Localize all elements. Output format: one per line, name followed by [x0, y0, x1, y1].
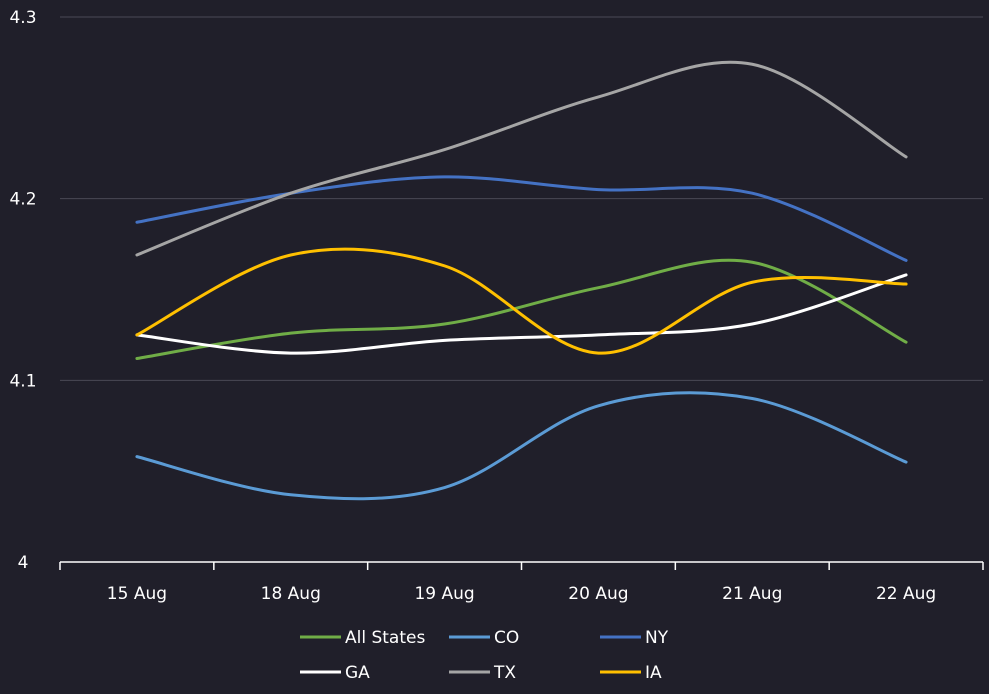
- legend-item-ny: NY: [600, 628, 669, 648]
- legend-item-co: CO: [449, 628, 519, 648]
- y-tick-label: 4.2: [9, 190, 36, 210]
- legend-label: CO: [494, 628, 519, 648]
- x-tick-label: 19 Aug: [414, 584, 474, 604]
- legend: All States CO NY GA TX IA: [300, 628, 669, 683]
- legend-item-ga: GA: [300, 663, 370, 683]
- y-axis-labels: 4 4.1 4.2 4.3: [9, 8, 36, 573]
- y-tick-label: 4.3: [9, 8, 36, 28]
- legend-label: NY: [645, 628, 669, 648]
- legend-label: TX: [493, 663, 516, 683]
- series-line-ny: [135, 175, 908, 262]
- legend-label: IA: [645, 663, 662, 683]
- legend-label: All States: [345, 628, 425, 648]
- y-tick-label: 4.1: [9, 371, 36, 391]
- series-line-ia: [135, 247, 908, 355]
- legend-item-all-states: All States: [300, 628, 425, 648]
- x-tick-label: 18 Aug: [261, 584, 321, 604]
- axes: [59, 561, 984, 570]
- y-tick-label: 4: [18, 553, 29, 573]
- x-tick-label: 20 Aug: [568, 584, 628, 604]
- series-line-tx: [135, 60, 908, 257]
- x-tick-label: 21 Aug: [722, 584, 782, 604]
- legend-item-tx: TX: [449, 663, 516, 683]
- series-line-all-states: [135, 258, 908, 361]
- legend-label: GA: [345, 663, 370, 683]
- gridlines: [60, 16, 983, 381]
- series-line-ga: [135, 273, 908, 355]
- x-axis-labels: 15 Aug 18 Aug 19 Aug 20 Aug 21 Aug 22 Aug: [107, 584, 936, 604]
- x-tick-label: 22 Aug: [876, 584, 936, 604]
- x-tick-label: 15 Aug: [107, 584, 167, 604]
- series-lines: [135, 60, 908, 501]
- legend-item-ia: IA: [600, 663, 662, 683]
- series-line-co: [135, 391, 908, 501]
